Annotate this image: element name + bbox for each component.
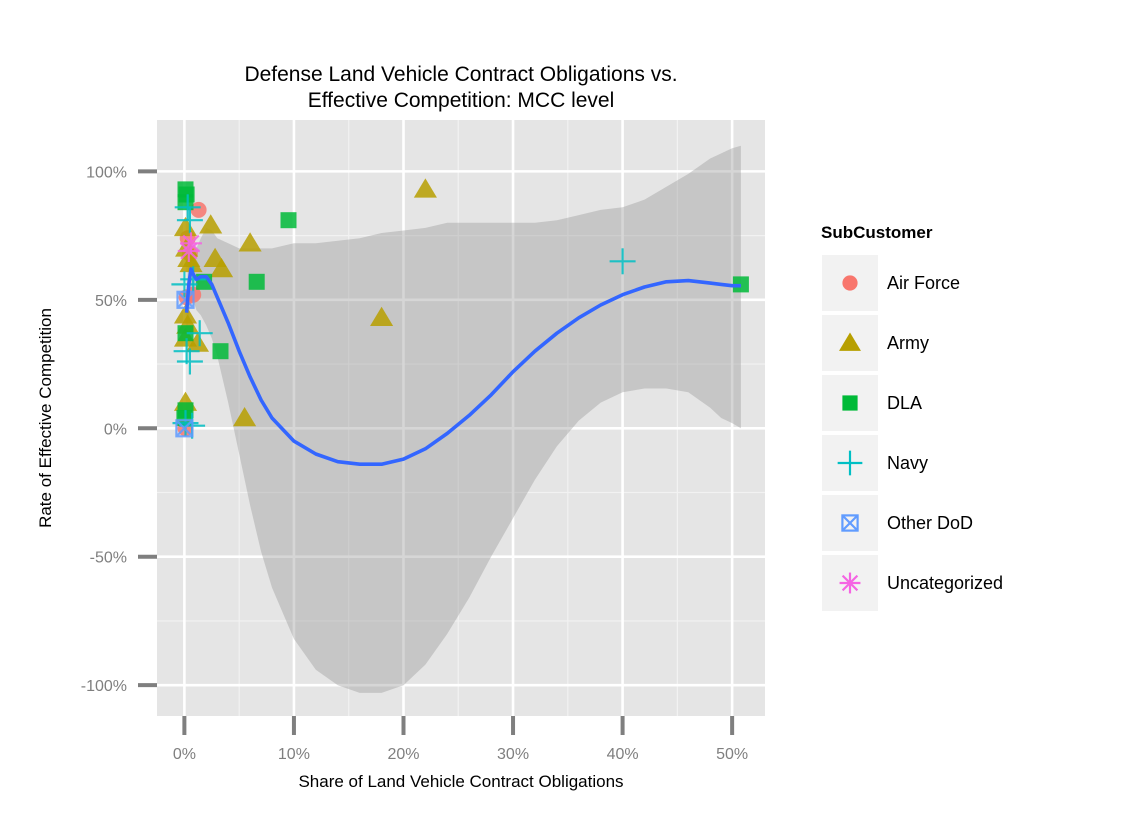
legend-label: Air Force <box>887 273 960 293</box>
point-dla <box>177 194 194 211</box>
legend-label: Army <box>887 333 929 353</box>
point-dla <box>248 273 265 290</box>
triangle-shape <box>413 178 437 198</box>
asterisk-stroke <box>180 242 198 260</box>
point-uncategorized <box>177 240 200 262</box>
point-army <box>370 306 394 327</box>
plot-panel <box>157 120 765 716</box>
point-army <box>173 304 198 324</box>
data-points <box>171 178 749 439</box>
cross-b <box>176 291 195 309</box>
point-other-dod <box>175 419 194 438</box>
point-navy <box>186 320 213 347</box>
legend-triangle-icon <box>839 332 861 351</box>
point-navy <box>176 348 203 375</box>
point-navy <box>174 194 201 221</box>
chart-title-line-1: Defense Land Vehicle Contract Obligation… <box>244 63 677 86</box>
y-tick-label: 50% <box>95 293 127 310</box>
square-shape <box>212 343 229 360</box>
square-shape <box>842 395 858 411</box>
x-tick-label: 40% <box>607 746 639 763</box>
legend-plus-icon <box>837 450 863 476</box>
square-outline <box>175 419 194 438</box>
cross-b <box>841 514 859 532</box>
asterisk-stroke <box>841 574 859 592</box>
triangle-shape <box>210 258 234 278</box>
x-tick-label: 20% <box>387 746 419 763</box>
point-army <box>179 252 203 273</box>
point-army <box>210 258 234 278</box>
loess-line <box>184 267 741 466</box>
square-shape <box>248 273 265 290</box>
axes: 100% 50% 0% -50% -100% 0% 10% 20% 30% 40% 50% <box>81 164 748 763</box>
smooth-line <box>184 267 741 466</box>
legend-label: Other DoD <box>887 513 973 533</box>
x-tick-label: 50% <box>716 746 748 763</box>
x-tick-label: 10% <box>278 746 310 763</box>
triangle-shape <box>370 306 394 327</box>
y-tick-label: -100% <box>81 678 127 695</box>
triangle-shape <box>839 332 861 351</box>
point-dla <box>280 212 297 229</box>
point-air-force <box>190 201 207 218</box>
point-army <box>185 332 210 352</box>
square-shape <box>177 325 194 342</box>
point-dla <box>212 343 229 360</box>
circle-shape <box>842 275 858 291</box>
circle-shape <box>190 201 207 218</box>
x-axis-title: Share of Land Vehicle Contract Obligatio… <box>298 772 623 791</box>
legend: SubCustomer Air Force Army DLA Navy Other Do… <box>821 223 1003 611</box>
triangle-shape <box>179 252 203 273</box>
legend-circle-icon <box>842 275 858 291</box>
point-army <box>233 407 257 427</box>
legend-square-icon <box>842 395 858 411</box>
y-axis-title: Rate of Effective Competition <box>36 308 55 528</box>
square-shape <box>280 212 297 229</box>
cross-b <box>175 419 194 438</box>
square-shape <box>176 410 193 426</box>
triangle-shape <box>199 214 223 234</box>
y-tick-label: 0% <box>104 421 127 438</box>
chart-title-line-2: Effective Competition: MCC level <box>308 89 615 112</box>
legend-label: DLA <box>887 393 922 413</box>
legend-label: Uncategorized <box>887 573 1003 593</box>
square-outline <box>841 514 859 532</box>
legend-label: Navy <box>887 453 928 473</box>
legend-square-cross-icon <box>841 514 859 532</box>
triangle-shape <box>173 304 198 324</box>
triangle-shape <box>185 332 210 352</box>
x-tick-label: 0% <box>173 746 196 763</box>
x-tick-label: 30% <box>497 746 529 763</box>
triangle-shape <box>233 407 257 427</box>
point-army <box>413 178 437 198</box>
legend-items: Air Force Army DLA Navy Other DoD Uncategoriz… <box>822 255 1003 611</box>
point-army <box>173 216 198 237</box>
point-dla <box>177 325 194 342</box>
point-army <box>199 214 223 234</box>
triangle-shape <box>238 232 262 252</box>
y-tick-label: 100% <box>86 164 127 181</box>
legend-asterisk-icon <box>839 572 861 594</box>
point-navy <box>173 338 200 365</box>
point-dla <box>176 410 193 426</box>
point-navy <box>176 207 203 234</box>
square-shape <box>177 194 194 211</box>
point-army <box>238 232 262 252</box>
legend-title: SubCustomer <box>821 223 933 242</box>
y-tick-label: -50% <box>90 550 127 567</box>
triangle-shape <box>173 216 198 237</box>
point-navy <box>609 248 636 275</box>
